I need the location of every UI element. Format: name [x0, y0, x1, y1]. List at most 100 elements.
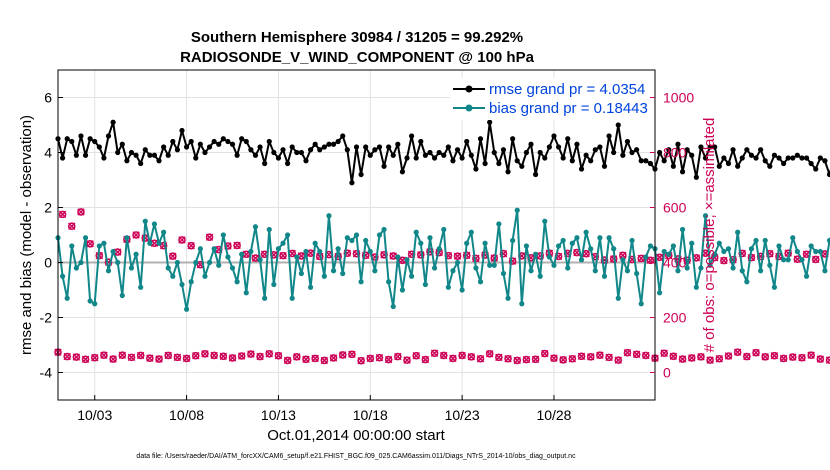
- obs-possible-marker: [159, 241, 168, 250]
- obs-assimilated-stroke: [146, 354, 154, 362]
- obs-assimilated-marker: [798, 353, 806, 362]
- rmse-point: [459, 155, 465, 161]
- rmse-point: [312, 141, 318, 147]
- obs-assimilated-marker: [384, 355, 393, 364]
- obs-possible-marker: [72, 353, 81, 361]
- rmse-point: [275, 155, 282, 161]
- bias-point: [606, 235, 612, 241]
- bias-point: [826, 237, 830, 244]
- bias-point: [735, 229, 741, 235]
- obs-possible-marker: [146, 354, 154, 363]
- obs-assimilated-stroke: [697, 353, 705, 361]
- rmse-point: [712, 144, 718, 150]
- rmse-point: [753, 155, 759, 161]
- rmse-point: [758, 147, 764, 153]
- obs-possible-marker: [499, 249, 508, 258]
- plot-frame: [57, 69, 656, 401]
- obs-assimilated-marker: [587, 353, 595, 361]
- bias-point: [689, 240, 695, 246]
- obs-possible-marker: [201, 349, 209, 358]
- obs-assimilated-marker: [807, 351, 815, 359]
- bias-point: [386, 279, 392, 285]
- bias-point: [560, 237, 566, 244]
- obs-possible-marker: [187, 241, 195, 250]
- obs-assimilated-stroke: [522, 355, 531, 364]
- obs-possible-marker: [348, 350, 356, 359]
- rmse-point: [248, 147, 254, 153]
- obs-assimilated-marker: [394, 352, 402, 361]
- obs-assimilated-marker: [605, 353, 613, 362]
- rmse-point: [216, 141, 222, 147]
- rmse-point: [243, 138, 249, 145]
- obs-assimilated-stroke: [646, 256, 655, 264]
- obs-assimilated-marker: [150, 239, 159, 247]
- bias-point: [785, 257, 791, 263]
- obs-assimilated-marker: [582, 250, 590, 258]
- rmse-point: [262, 160, 268, 167]
- bias-point: [477, 279, 484, 285]
- x-tick-label: 10/03: [77, 407, 112, 423]
- obs-possible-marker: [522, 355, 531, 364]
- rmse-point: [225, 138, 231, 145]
- rmse-point: [409, 133, 415, 139]
- obs-possible-marker: [495, 353, 503, 362]
- bias-point: [59, 273, 66, 279]
- obs-assimilated-marker: [430, 349, 439, 357]
- obs-possible-marker: [274, 351, 283, 360]
- bias-point: [578, 257, 585, 263]
- obs-assimilated-stroke: [205, 233, 214, 241]
- obs-assimilated-stroke: [577, 352, 586, 360]
- obs-possible-marker: [646, 256, 655, 265]
- y-tick-label: 4: [44, 145, 52, 161]
- obs-assimilated-marker: [513, 356, 521, 365]
- bias-point: [505, 295, 511, 301]
- rmse-point: [629, 149, 635, 156]
- bias-point: [179, 281, 185, 288]
- obs-assimilated-stroke: [58, 210, 67, 219]
- obs-assimilated-stroke: [495, 353, 503, 362]
- bias-point: [698, 265, 704, 271]
- obs-assimilated-stroke: [472, 254, 480, 263]
- legend-bias-marker: [465, 104, 473, 112]
- rmse-point: [82, 152, 89, 158]
- obs-assimilated-stroke: [164, 351, 172, 360]
- bias-point: [468, 229, 474, 235]
- obs-assimilated-stroke: [210, 351, 218, 360]
- bias-point: [611, 246, 617, 252]
- obs-assimilated-marker: [348, 350, 356, 359]
- rmse-point: [578, 166, 585, 172]
- obs-assimilated-marker: [642, 351, 650, 360]
- bias-point: [762, 237, 768, 244]
- obs-assimilated-stroke: [623, 349, 632, 357]
- bias-point: [459, 287, 465, 293]
- obs-assimilated-marker: [311, 354, 319, 363]
- bias-point: [115, 259, 121, 266]
- obs-assimilated-stroke: [476, 355, 485, 363]
- rmse-point: [142, 147, 148, 153]
- obs-assimilated-marker: [706, 356, 714, 364]
- obs-possible-marker: [752, 348, 760, 357]
- rmse-point: [436, 149, 442, 156]
- rmse-point: [73, 152, 79, 158]
- rmse-point: [110, 119, 116, 125]
- bias-point: [794, 248, 800, 255]
- obs-possible-marker: [132, 231, 140, 239]
- rmse-point: [307, 147, 314, 153]
- bias-point: [119, 292, 125, 299]
- obs-possible-marker: [127, 353, 136, 362]
- bias-point: [528, 268, 534, 274]
- bias-point: [702, 213, 709, 219]
- obs-assimilated-marker: [619, 251, 627, 260]
- obs-assimilated-marker: [114, 248, 122, 256]
- obs-assimilated-marker: [770, 352, 779, 360]
- bias-point: [739, 268, 745, 274]
- rmse-point: [794, 152, 800, 158]
- rmse-point: [500, 147, 507, 153]
- rmse-point: [702, 155, 709, 161]
- rmse-point: [147, 152, 153, 158]
- obs-assimilated-stroke: [311, 354, 319, 363]
- rmse-point: [510, 136, 516, 142]
- obs-possible-marker: [632, 350, 641, 359]
- obs-assimilated-marker: [210, 351, 218, 360]
- obs-assimilated-marker: [697, 353, 705, 361]
